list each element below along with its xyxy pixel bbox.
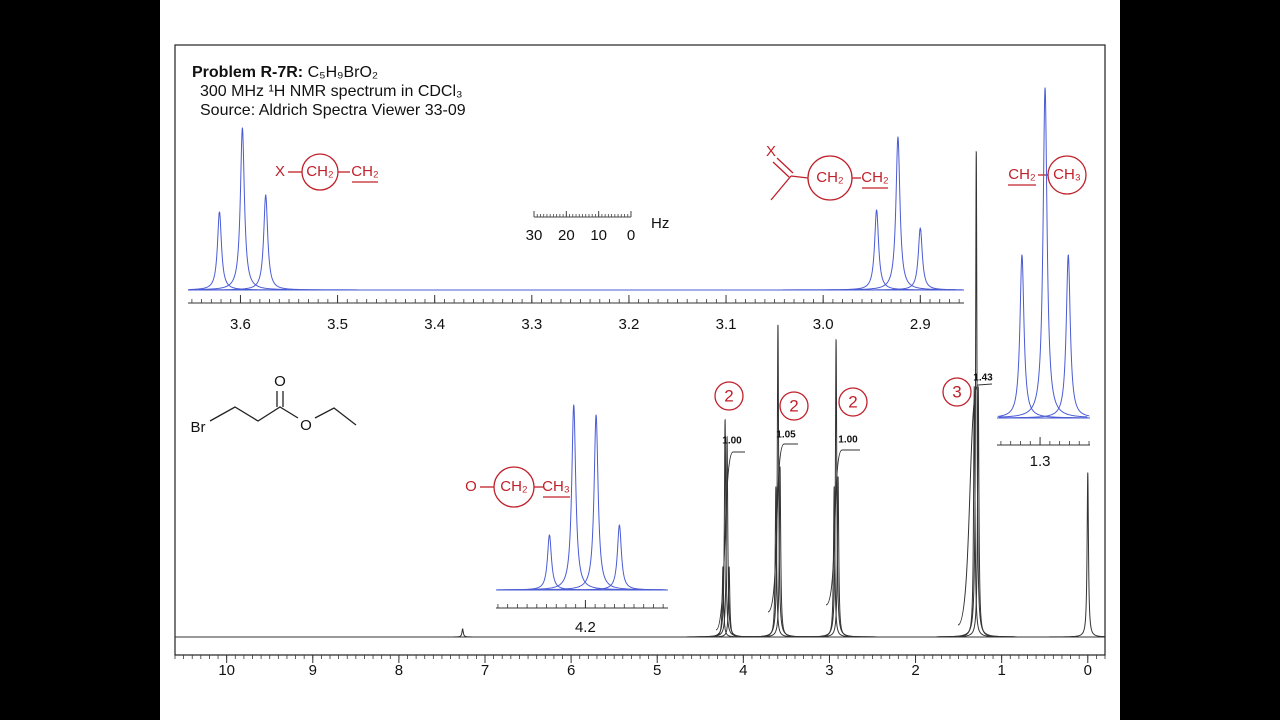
count-circle bbox=[714, 381, 744, 411]
peak bbox=[799, 476, 877, 638]
fragment-atom: X bbox=[766, 143, 776, 160]
peak bbox=[690, 566, 768, 638]
fragment-group: CH₂ bbox=[500, 478, 528, 495]
x-tick-label: 8 bbox=[395, 662, 403, 679]
x-tick-label: 0 bbox=[1084, 662, 1092, 679]
count-circle bbox=[779, 391, 809, 421]
peak bbox=[939, 385, 1017, 638]
fragment: O CH₂ CH₃ bbox=[465, 466, 570, 508]
fragment-atom: X bbox=[275, 163, 285, 180]
peak bbox=[998, 87, 1088, 418]
peak bbox=[424, 628, 502, 638]
formula: C₅H₉BrO₂ bbox=[308, 64, 379, 81]
fragment-group: CH₃ bbox=[1053, 166, 1081, 183]
x-tick-label: 10 bbox=[218, 662, 235, 679]
peak bbox=[935, 385, 1013, 638]
peak bbox=[1049, 472, 1105, 638]
proton-count: 2 bbox=[724, 386, 733, 405]
peak bbox=[795, 485, 873, 638]
x-tick-label: 3.0 bbox=[813, 316, 834, 333]
bonds bbox=[770, 157, 809, 201]
bonds bbox=[209, 406, 357, 426]
scale-label: 0 bbox=[627, 227, 635, 244]
peak bbox=[188, 194, 382, 291]
x-tick-label: 3.2 bbox=[619, 316, 640, 333]
header-line3: Source: Aldrich Spectra Viewer 33-09 bbox=[200, 102, 466, 119]
proton-count: 2 bbox=[789, 396, 798, 415]
proton-count: 2 bbox=[848, 392, 857, 411]
atom: Br bbox=[191, 419, 206, 436]
proton-count: 3 bbox=[952, 382, 961, 401]
peak bbox=[741, 466, 819, 638]
x-tick-label: 5 bbox=[653, 662, 661, 679]
title: Problem R-7R: bbox=[192, 64, 303, 81]
peak bbox=[782, 136, 956, 291]
peak bbox=[190, 127, 358, 291]
peak bbox=[504, 524, 666, 591]
integral-curve bbox=[715, 451, 745, 631]
fragment: X CH₂ CH₂ bbox=[766, 143, 889, 201]
fragment-group: CH₃ bbox=[542, 478, 570, 495]
x-tick-label: 9 bbox=[309, 662, 317, 679]
x-tick-label: 1 bbox=[997, 662, 1005, 679]
scale-label: 10 bbox=[590, 227, 607, 244]
x-tick-label: 3.1 bbox=[716, 316, 737, 333]
double-bond bbox=[276, 391, 284, 407]
peak bbox=[188, 211, 335, 291]
x-tick-label: 4.2 bbox=[575, 619, 596, 636]
fragment-group: CH₂ bbox=[861, 169, 889, 186]
x-tick-label: 2.9 bbox=[910, 316, 931, 333]
header-line1: Problem R-7R: C₅H₉BrO₂ bbox=[192, 64, 378, 81]
peak bbox=[498, 534, 665, 591]
fragment-group: CH₂ bbox=[306, 163, 334, 180]
peak bbox=[804, 227, 963, 291]
x-tick-label: 7 bbox=[481, 662, 489, 679]
scale-label: 30 bbox=[526, 227, 543, 244]
header-line2: 300 MHz ¹H NMR spectrum in CDCl₃ bbox=[200, 83, 463, 100]
x-tick-label: 3.6 bbox=[230, 316, 251, 333]
peak bbox=[737, 486, 815, 638]
fragment: X CH₂ CH₂ bbox=[275, 153, 379, 191]
fragment-atom: O bbox=[465, 478, 477, 495]
integral-label: 1.43 bbox=[973, 373, 993, 384]
scale-unit: Hz bbox=[651, 215, 669, 232]
x-tick-label: 3.5 bbox=[327, 316, 348, 333]
fragment-group: CH₂ bbox=[816, 169, 844, 186]
fragment-group: CH₂ bbox=[351, 163, 379, 180]
circle bbox=[1047, 155, 1087, 195]
atom: O bbox=[300, 417, 312, 434]
x-tick-label: 6 bbox=[567, 662, 575, 679]
atom: O bbox=[274, 373, 286, 390]
scale-label: 20 bbox=[558, 227, 575, 244]
integral-label: 1.05 bbox=[776, 430, 796, 441]
peak bbox=[1002, 254, 1090, 419]
panel bbox=[160, 0, 1120, 720]
x-tick-label: 4 bbox=[739, 662, 747, 679]
peak bbox=[503, 414, 663, 591]
count-circle bbox=[838, 387, 868, 417]
fragment: CH₂ CH₃ bbox=[1008, 155, 1087, 195]
integral-label: 1.00 bbox=[722, 436, 742, 447]
molecule: Br O O bbox=[191, 373, 357, 436]
integral-label: 1.00 bbox=[838, 435, 858, 446]
peak bbox=[686, 418, 764, 638]
peak bbox=[997, 254, 1089, 419]
peak bbox=[496, 404, 667, 591]
x-tick-label: 3.4 bbox=[424, 316, 445, 333]
count-circle bbox=[942, 377, 972, 407]
fragment-group: CH₂ bbox=[1008, 166, 1036, 183]
x-tick-label: 2 bbox=[911, 662, 919, 679]
x-tick-label: 3.3 bbox=[521, 316, 542, 333]
x-tick-label: 3 bbox=[825, 662, 833, 679]
x-tick-label: 1.3 bbox=[1030, 453, 1051, 470]
peak bbox=[761, 209, 954, 291]
